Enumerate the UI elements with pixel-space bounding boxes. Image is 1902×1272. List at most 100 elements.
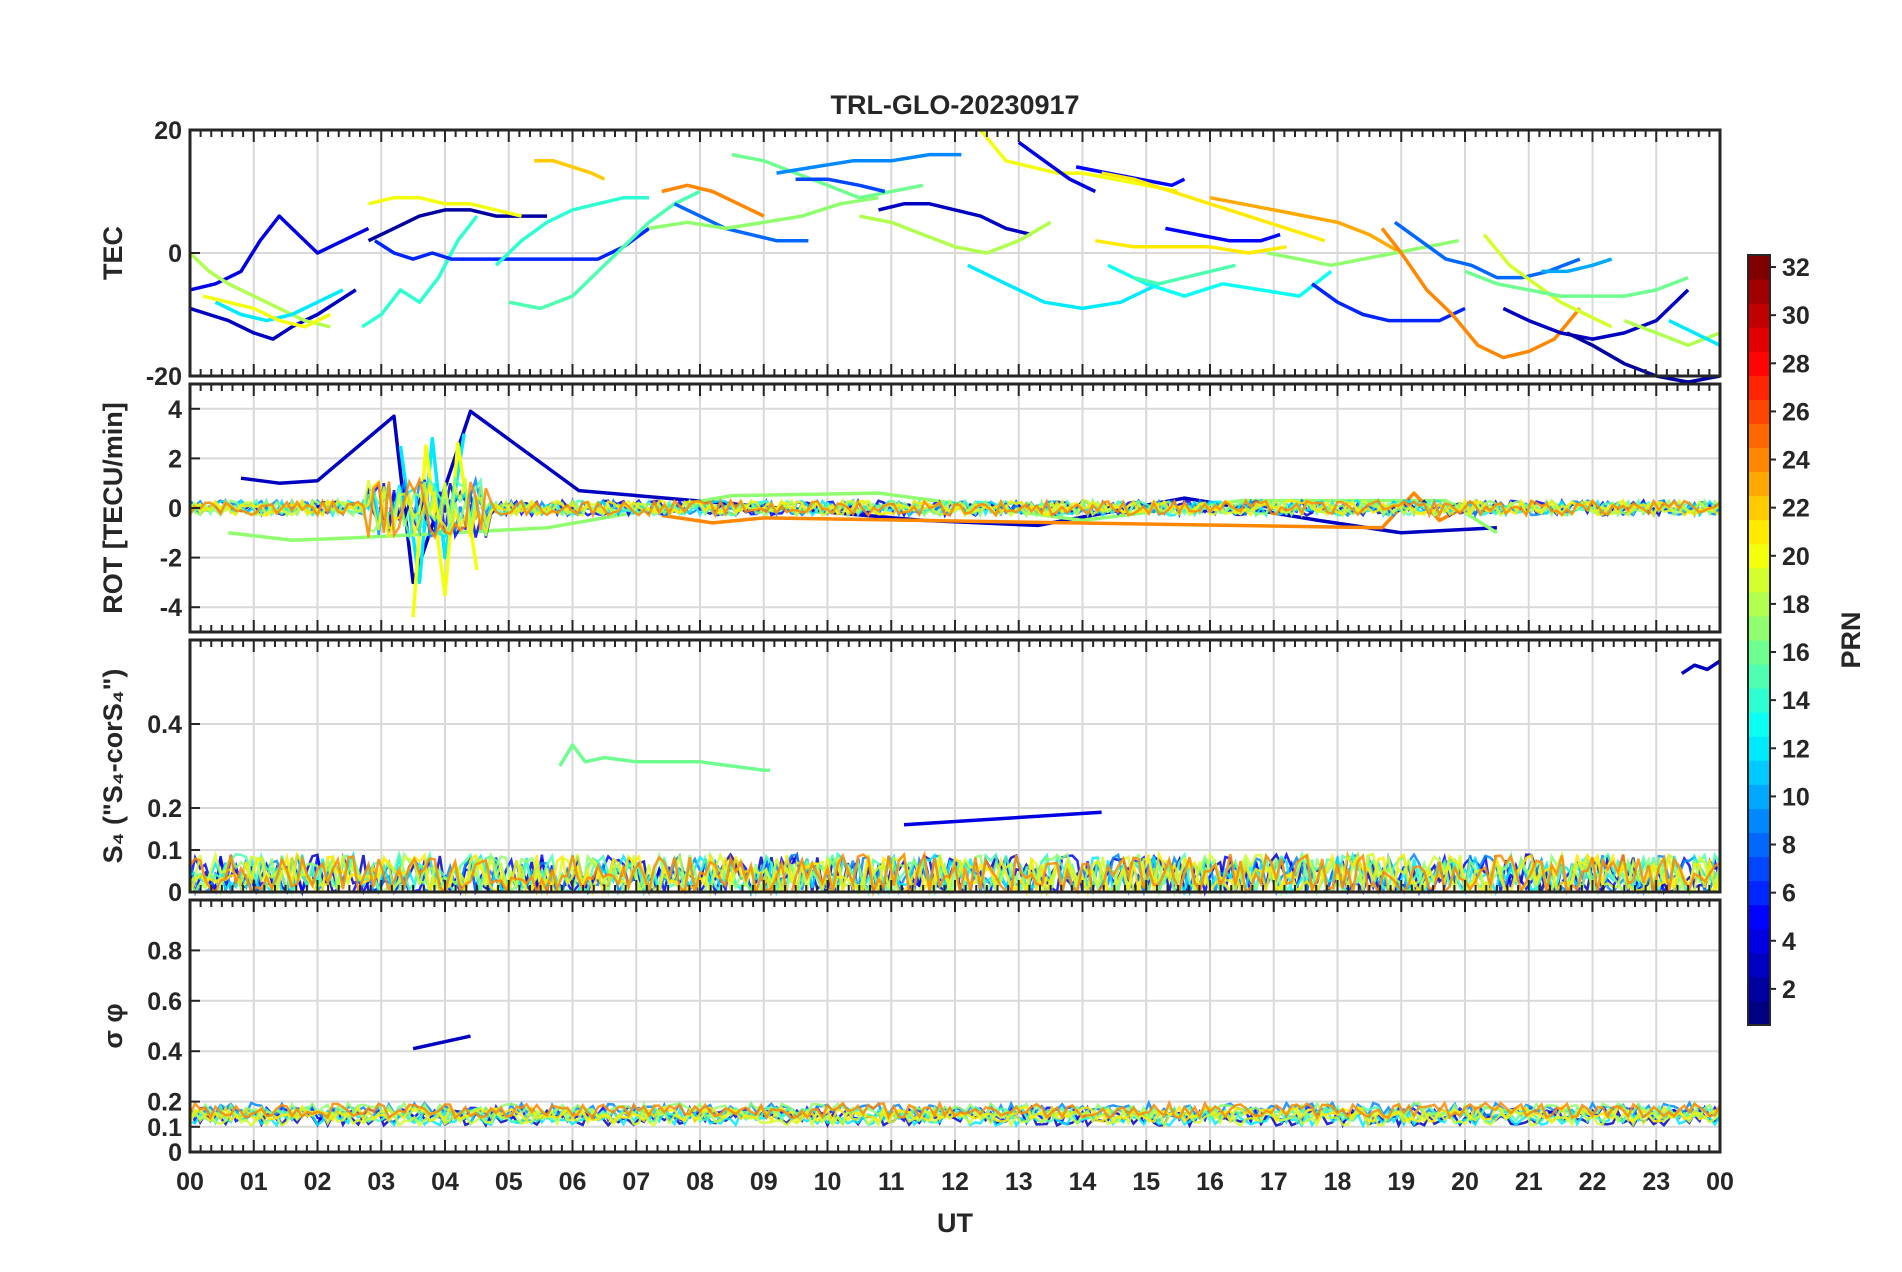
colorbar-segment	[1748, 375, 1770, 400]
y-tick-label: 0.1	[147, 837, 182, 865]
x-tick-label: 06	[559, 1168, 587, 1196]
x-tick-label: 08	[686, 1168, 714, 1196]
x-tick-label: 09	[750, 1168, 778, 1196]
y-tick-label: -20	[146, 363, 182, 391]
series-line	[979, 128, 1179, 194]
x-tick-label: 23	[1642, 1168, 1670, 1196]
series-line	[1464, 269, 1689, 298]
x-tick-label: 07	[622, 1168, 650, 1196]
colorbar-segment	[1748, 399, 1770, 424]
series-line	[1566, 331, 1721, 384]
series-line	[412, 1034, 471, 1051]
series-line	[1623, 318, 1721, 348]
series-line	[228, 491, 1498, 542]
colorbar-segment	[1748, 447, 1770, 473]
colorbar-tick-label: 12	[1782, 735, 1810, 763]
series-line	[1393, 220, 1581, 280]
colorbar-segment	[1748, 303, 1770, 328]
series-line	[1209, 195, 1403, 255]
colorbar-segment	[1748, 688, 1770, 713]
y-tick-label: 2	[168, 445, 182, 473]
colorbar-segment	[1748, 856, 1770, 882]
colorbar-segment	[1748, 543, 1770, 569]
colorbar-segment	[1748, 928, 1770, 954]
x-tick-label: 00	[1706, 1168, 1734, 1196]
series-line	[361, 215, 479, 329]
panel-frame	[188, 898, 1722, 1154]
series-line	[1502, 288, 1690, 341]
panel-frame	[188, 128, 1722, 378]
x-tick-label: 13	[1005, 1168, 1033, 1196]
series-line	[1541, 257, 1613, 274]
series-line	[240, 409, 1497, 585]
x-tick-label: 22	[1579, 1168, 1607, 1196]
series-line	[795, 177, 886, 194]
colorbar-segment	[1748, 880, 1770, 906]
series-line	[1380, 227, 1582, 360]
colorbar-segment	[1748, 904, 1770, 930]
colorbar-segment	[1748, 591, 1770, 617]
colorbar-segment	[1748, 832, 1770, 858]
x-tick-label: 19	[1387, 1168, 1415, 1196]
series-line	[1165, 226, 1281, 243]
x-tick-label: 21	[1515, 1168, 1543, 1196]
colorbar-segment	[1748, 784, 1770, 809]
series-line	[1017, 140, 1097, 194]
colorbar-tick-label: 14	[1782, 687, 1810, 715]
series-line	[1310, 282, 1466, 323]
colorbar-segment	[1748, 279, 1770, 304]
colorbar-segment	[1748, 640, 1770, 665]
y-tick-label: 0.4	[147, 711, 182, 739]
x-tick-label: 12	[941, 1168, 969, 1196]
colorbar-segment	[1748, 760, 1770, 785]
panel-frame	[188, 638, 1722, 894]
colorbar-segment	[1748, 952, 1770, 978]
series-line	[661, 491, 1479, 530]
y-tick-label: 4	[168, 396, 182, 424]
y-tick-label: -2	[160, 545, 182, 573]
series-line	[661, 183, 765, 218]
y-tick-label: 0.6	[147, 988, 182, 1016]
series-line	[1668, 319, 1721, 347]
y-tick-label: 0.1	[147, 1114, 182, 1142]
y-tick-label: 0.4	[147, 1038, 182, 1066]
colorbar-tick-label: 26	[1782, 398, 1810, 426]
colorbar-tick-label: 4	[1782, 928, 1796, 956]
x-tick-label: 02	[304, 1168, 332, 1196]
x-tick-label: 10	[814, 1168, 842, 1196]
y-tick-label: 0.2	[147, 1089, 182, 1117]
series-line	[1680, 659, 1721, 676]
y-axis-label: S₄ ("S₄-corS₄")	[98, 669, 128, 864]
colorbar-segment	[1748, 351, 1770, 376]
colorbar-segment	[1748, 255, 1770, 280]
data-layer	[188, 128, 1722, 1129]
series-line	[731, 152, 924, 200]
series-line	[967, 263, 1160, 311]
series-line	[1133, 263, 1236, 286]
noise-trace	[188, 1099, 1722, 1121]
colorbar-segment	[1748, 736, 1770, 761]
y-tick-label: 0.2	[147, 795, 182, 823]
chart-title: TRL-GLO-20230917	[830, 90, 1079, 120]
noise-trace	[189, 479, 1721, 541]
series-line	[189, 288, 357, 341]
colorbar-segment	[1748, 471, 1770, 497]
x-tick-label: 11	[878, 1168, 905, 1196]
x-tick-label: 03	[367, 1168, 395, 1196]
series-line	[368, 195, 522, 218]
colorbar-tick-label: 28	[1782, 350, 1810, 378]
x-tick-label: 16	[1196, 1168, 1224, 1196]
noise-trace	[188, 475, 1721, 540]
series-line	[534, 159, 606, 181]
colorbar-tick-label: 8	[1782, 832, 1796, 860]
x-tick-label: 20	[1451, 1168, 1479, 1196]
noise-trace	[188, 1103, 1721, 1125]
series-line	[1075, 165, 1186, 188]
x-axis-label: UT	[937, 1208, 973, 1238]
series-line	[859, 214, 1052, 255]
series-line	[776, 152, 962, 175]
y-tick-label: 0	[168, 240, 182, 268]
colorbar-segment	[1748, 976, 1770, 1002]
